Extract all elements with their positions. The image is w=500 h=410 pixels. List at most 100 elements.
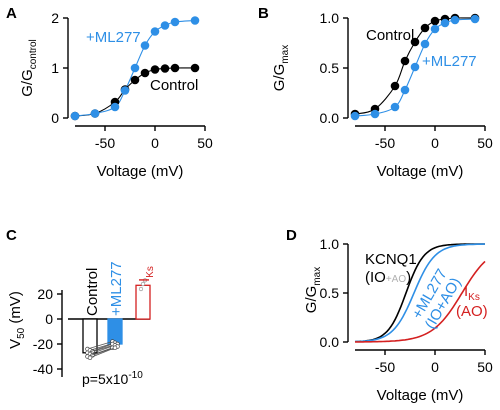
panel-d-y-tick-label-1: 0.5 — [320, 285, 340, 301]
panel-c-p-value-exponent: -10 — [128, 370, 143, 381]
panel-d-y-axis: 0.0 0.5 1.0 — [320, 236, 349, 350]
panel-c-iks-point — [140, 281, 146, 287]
panel-c-p-value-main: p=5x10 — [82, 371, 129, 387]
panel-b-y-axis: 0.0 0.5 1.0 — [320, 10, 349, 126]
panel-b-y-tick-label-0: 0.0 — [320, 110, 340, 126]
panel-label-b: B — [258, 5, 269, 22]
panel-a-x-tick-label-2: 50 — [197, 135, 213, 151]
panel-d-iks-label: IKs — [464, 283, 480, 303]
panel-c-category-label-ml277: +ML277 — [108, 261, 125, 316]
panel-d-x-tick-label-0: -50 — [375, 359, 395, 375]
panel-a-y-axis-label-sub: control — [28, 39, 39, 69]
panel-a-ml277-point — [110, 102, 120, 112]
panel-b-control-point — [430, 16, 440, 26]
panel-b-ml277-points — [350, 14, 480, 121]
panel-d-io-open: (IO — [365, 269, 386, 286]
panel-c-paired-line — [87, 347, 113, 357]
panel-b-ml277-label: +ML277 — [422, 53, 477, 70]
panel-b-x-tick-label-1: 0 — [431, 135, 439, 151]
panel-a-control-point — [190, 63, 200, 73]
panel-a: A G/Gcontrol 0 1 2 -50 0 50 Voltage (mV) — [6, 5, 213, 180]
panel-d-ml277-curve — [355, 243, 485, 343]
panel-d: D G/Gmax 0.0 0.5 1.0 -50 0 50 Voltage (m… — [286, 227, 493, 404]
panel-b-x-tick-label-0: -50 — [375, 135, 395, 151]
panel-a-control-point — [130, 75, 140, 85]
panel-b-ml277-point — [420, 39, 430, 49]
panel-c-paired-line — [87, 343, 113, 354]
panel-d-y-tick-label-0: 0.0 — [320, 334, 340, 350]
panel-a-plot — [70, 16, 200, 121]
panel-d-x-tick-label-1: 0 — [431, 359, 439, 375]
panel-a-ml277-point — [70, 111, 80, 121]
panel-b-control-point — [410, 37, 420, 47]
panel-d-y-tick-label-2: 1.0 — [320, 236, 340, 252]
panel-d-y-axis-label-sub: max — [312, 267, 323, 286]
panel-b-control-label: Control — [366, 27, 414, 44]
panel-b-y-tick-label-2: 1.0 — [320, 10, 340, 26]
panel-b-control-point — [400, 56, 410, 66]
panel-b-plot — [350, 13, 480, 121]
panel-d-kcnq1-sublabel: (IO+AO) — [365, 269, 411, 286]
panel-d-y-axis-label: G/Gmax — [303, 267, 323, 313]
panel-c-iks-points — [138, 278, 148, 292]
panel-b-control-fit — [354, 17, 476, 115]
panel-c-y-tick-label-m40: -40 — [33, 361, 53, 377]
panel-c-bars — [82, 284, 151, 354]
panel-b-x-axis: -50 0 50 Voltage (mV) — [355, 125, 493, 180]
panel-d-x-tick-label-2: 50 — [477, 359, 493, 375]
panel-a-x-tick-label-1: 0 — [151, 135, 159, 151]
panel-d-iks-curve — [355, 260, 486, 343]
panel-a-x-axis: -50 0 50 Voltage (mV) — [75, 125, 213, 180]
panel-a-y-axis-label-main: G/G — [19, 69, 36, 97]
panel-b-y-axis-label: G/Gmax — [271, 45, 291, 91]
panel-d-ao-small: +AO — [386, 274, 407, 285]
panel-c-ml277-point — [112, 345, 118, 351]
panel-b-ml277-point — [370, 109, 380, 119]
panel-a-y-tick-label-0: 0 — [51, 110, 59, 126]
panel-b-ml277-point — [450, 15, 460, 25]
panel-c-bar-ml277 — [107, 318, 123, 345]
panel-d-y-axis-label-main: G/G — [303, 286, 320, 314]
panel-b-ml277-point — [400, 85, 410, 95]
panel-a-x-tick-label-0: -50 — [95, 135, 115, 151]
panel-c-paired-lines — [85, 339, 120, 361]
panel-a-ml277-point — [130, 63, 140, 73]
panel-c-y-tick-label-20: 20 — [37, 286, 53, 302]
panel-d-iks-label-main: I — [464, 283, 468, 300]
panel-c-y-axis-label: V50 (mV) — [7, 291, 27, 349]
panel-a-control-point — [160, 64, 170, 73]
panel-c-y-axis-label-sub: 50 — [16, 327, 27, 339]
panel-d-x-axis: -50 0 50 Voltage (mV) — [355, 349, 493, 404]
panel-c-paired-line — [89, 347, 116, 359]
panel-a-ml277-points — [70, 16, 200, 121]
panel-b-y-axis-label-main: G/G — [271, 64, 288, 92]
panel-a-x-axis-label: Voltage (mV) — [97, 163, 184, 180]
panel-c-y-axis: 20 0 -20 -40 — [33, 286, 63, 377]
panel-b-ml277-point — [430, 24, 440, 34]
panel-b-y-tick-label-1: 0.5 — [320, 60, 340, 76]
panel-a-control-fit — [74, 67, 196, 117]
panel-b: B G/Gmax 0.0 0.5 1.0 -50 0 50 Voltage (m… — [258, 5, 493, 180]
panel-a-ml277-point — [90, 109, 100, 118]
panel-c-category-label-iks-main: I — [136, 278, 153, 282]
panel-a-ml277-fit — [74, 19, 196, 117]
panel-a-y-axis-label: G/Gcontrol — [19, 39, 39, 97]
panel-c-iks-point — [138, 286, 144, 292]
panel-c-category-label-iks: IKs — [136, 266, 156, 282]
panel-b-ml277-fit — [354, 18, 476, 117]
panel-a-control-label: Control — [150, 77, 198, 94]
panel-a-ml277-point — [160, 21, 170, 30]
panel-c-y-tick-label-0: 0 — [45, 311, 53, 327]
panel-d-ao-label: (AO) — [456, 303, 488, 320]
panel-b-y-axis-label-sub: max — [280, 45, 291, 64]
panel-c-y-tick-label-m20: -20 — [33, 336, 53, 352]
panel-c-category-label-iks-sub: Ks — [145, 266, 156, 278]
panel-d-io-close: ) — [406, 269, 411, 286]
panel-a-control-point — [170, 63, 180, 73]
panel-b-ml277-point — [390, 102, 400, 112]
panel-d-iks-label-sub: Ks — [468, 292, 480, 303]
panel-a-control-point — [140, 68, 150, 78]
panel-a-ml277-point — [190, 16, 200, 25]
panel-a-ml277-label: +ML277 — [86, 29, 141, 46]
